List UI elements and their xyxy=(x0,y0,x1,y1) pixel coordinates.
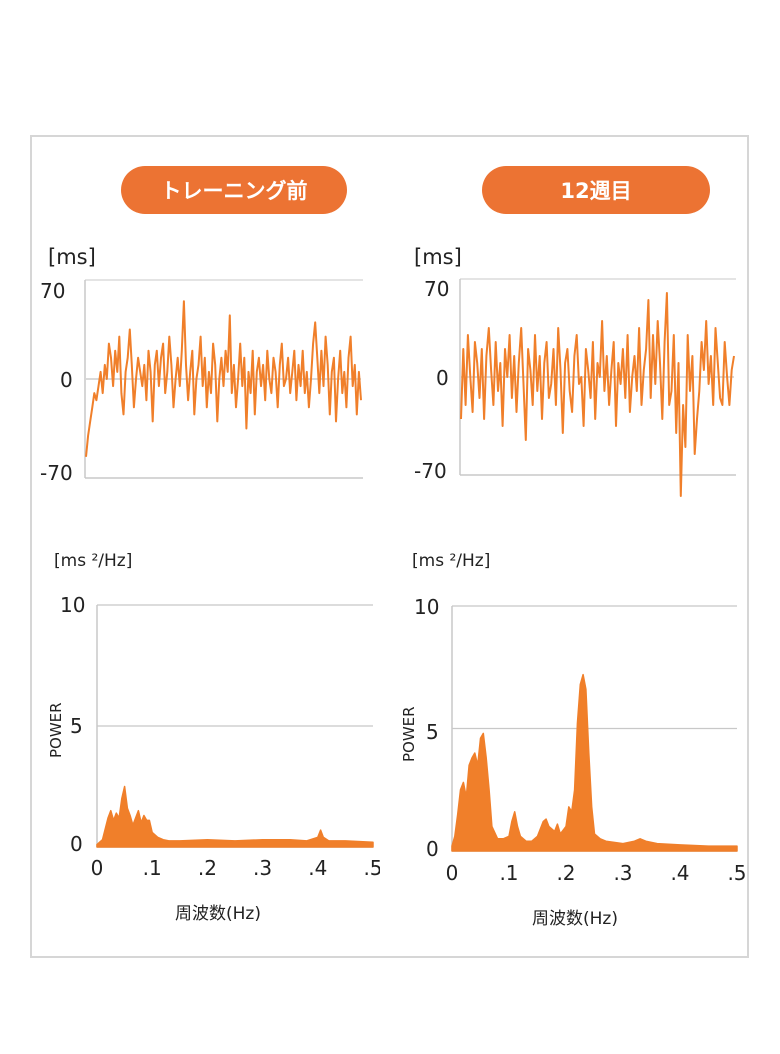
unit-label: [ms] xyxy=(414,245,462,269)
figure-frame xyxy=(30,135,749,958)
y-tick-label: 5 xyxy=(70,714,83,738)
x-tick-label: .2 xyxy=(198,856,217,880)
y-tick-label: 10 xyxy=(414,595,439,619)
y-tick-label: 0 xyxy=(70,832,83,856)
y-axis-label: POWER xyxy=(400,706,418,762)
y-tick-label: 0 xyxy=(426,837,439,861)
x-tick-label: .4 xyxy=(308,856,327,880)
x-tick-label: 0 xyxy=(91,856,104,880)
rr-interval-chart-week12: [ms] 70 0 -70 xyxy=(414,245,736,497)
rr-interval-chart-before: [ms] 70 0 -70 xyxy=(40,245,363,485)
x-tick-label: .1 xyxy=(499,861,518,885)
spectrum-area xyxy=(451,673,738,852)
x-axis-label: 周波数(Hz) xyxy=(532,909,618,929)
series-line xyxy=(85,300,362,457)
y-axis-label: POWER xyxy=(47,702,65,758)
y-tick-label: -70 xyxy=(414,459,447,483)
x-tick-label: .3 xyxy=(613,861,632,885)
x-tick-label: 0 xyxy=(446,861,459,885)
spectrum-area xyxy=(96,785,374,848)
unit-label: [ms] xyxy=(48,245,96,269)
series-line xyxy=(460,292,735,497)
x-tick-label: .1 xyxy=(143,856,162,880)
power-spectrum-chart-week12: [ms ²/Hz] 10 5 0 POWER 周波数(Hz) 0 .1 .2 .3 .4… xyxy=(400,551,745,929)
x-tick-label: .5 xyxy=(363,856,380,880)
x-tick-label: .2 xyxy=(556,861,575,885)
y-tick-label: 5 xyxy=(426,720,439,744)
x-axis-label: 周波数(Hz) xyxy=(175,904,261,924)
panel-label-week-12: 12週目 xyxy=(482,166,710,214)
y-tick-label: 0 xyxy=(436,366,449,390)
unit-label: [ms ²/Hz] xyxy=(54,551,132,571)
x-tick-label: .4 xyxy=(670,861,689,885)
x-tick-label: .3 xyxy=(253,856,272,880)
y-tick-label: 70 xyxy=(424,277,449,301)
x-tick-label: .5 xyxy=(727,861,745,885)
y-tick-label: 10 xyxy=(60,593,85,617)
y-tick-label: 70 xyxy=(40,279,65,303)
y-tick-label: -70 xyxy=(40,461,73,485)
panel-label-before-training: トレーニング前 xyxy=(121,166,347,214)
power-spectrum-chart-before: [ms ²/Hz] 10 5 0 POWER 周波数(Hz) 0 .1 .2 .3 .4… xyxy=(47,551,380,924)
unit-label: [ms ²/Hz] xyxy=(412,551,490,571)
y-tick-label: 0 xyxy=(60,368,73,392)
